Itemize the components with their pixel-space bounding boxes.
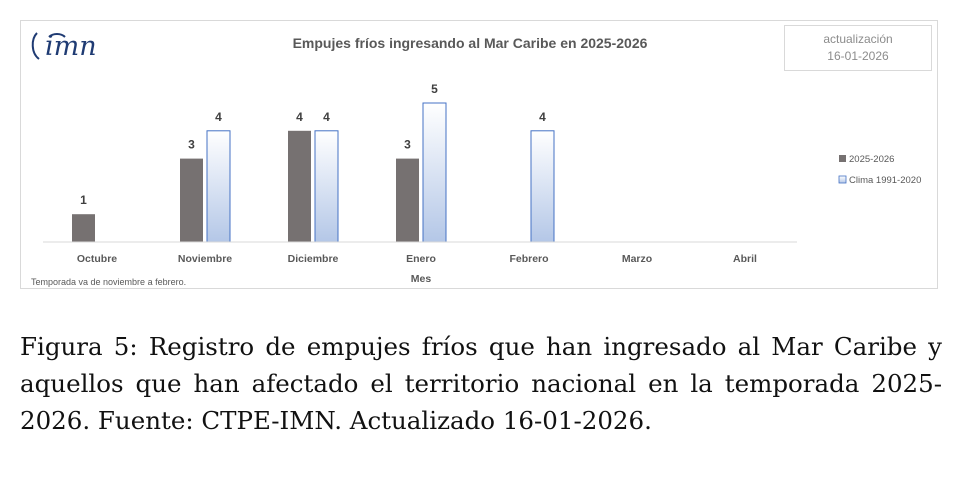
legend-swatch-2025-2026 xyxy=(839,155,846,162)
bar-2025-2026 xyxy=(396,158,419,242)
figure-caption: Figura 5: Registro de empujes fríos que … xyxy=(20,332,942,435)
ticks-layer: Octubre Noviembre Diciembre Enero Febrero Mar… xyxy=(77,253,757,265)
x-tick-label: Noviembre xyxy=(178,253,232,265)
legend-label: 2025-2026 xyxy=(849,154,894,165)
x-tick-label: Diciembre xyxy=(288,253,339,265)
imn-logo-mark xyxy=(31,32,66,60)
imn-logo: imn xyxy=(31,31,97,62)
x-tick-label: Marzo xyxy=(622,253,652,265)
bar-clima-1991-2020 xyxy=(530,130,555,243)
chart-area: 1 3 4 4 4 3 5 4 Octubre Noviembre Diciembre Enero F… xyxy=(43,82,921,285)
data-label: 3 xyxy=(404,138,411,152)
legend-swatch-clima xyxy=(838,175,847,184)
bars-layer xyxy=(72,102,555,243)
update-label: actualización xyxy=(823,32,893,46)
bar-clima-1991-2020 xyxy=(314,130,339,243)
legend: 2025-2026 Clima 1991-2020 xyxy=(838,154,921,186)
x-tick-label: Enero xyxy=(406,253,436,265)
data-label: 3 xyxy=(188,138,195,152)
data-label: 4 xyxy=(215,110,222,124)
bar-clima-1991-2020 xyxy=(206,130,231,243)
season-note: Temporada va de noviembre a febrero. xyxy=(31,277,187,287)
logo-text: imn xyxy=(45,31,97,62)
bar-2025-2026 xyxy=(180,158,203,242)
data-label: 4 xyxy=(539,110,546,124)
labels-layer: 1 3 4 4 4 3 5 4 xyxy=(80,82,546,207)
update-date: 16-01-2026 xyxy=(827,49,889,63)
bar-2025-2026 xyxy=(72,214,95,242)
x-tick-label: Febrero xyxy=(509,253,548,265)
figure-panel: 1 3 4 4 4 3 5 4 Octubre Noviembre Diciembre Enero F… xyxy=(20,20,938,289)
data-label: 4 xyxy=(323,110,330,124)
data-label: 5 xyxy=(431,82,438,96)
x-tick-label: Octubre xyxy=(77,253,117,265)
x-tick-label: Abril xyxy=(733,253,757,265)
x-axis-title: Mes xyxy=(411,273,432,285)
chart-title: Empujes fríos ingresando al Mar Caribe e… xyxy=(292,35,648,51)
legend-label: Clima 1991-2020 xyxy=(849,175,921,186)
data-label: 4 xyxy=(296,110,303,124)
bar-2025-2026 xyxy=(288,130,311,242)
update-box: actualización 16-01-2026 xyxy=(784,25,932,71)
data-label: 1 xyxy=(80,193,87,207)
bar-clima-1991-2020 xyxy=(422,102,447,243)
